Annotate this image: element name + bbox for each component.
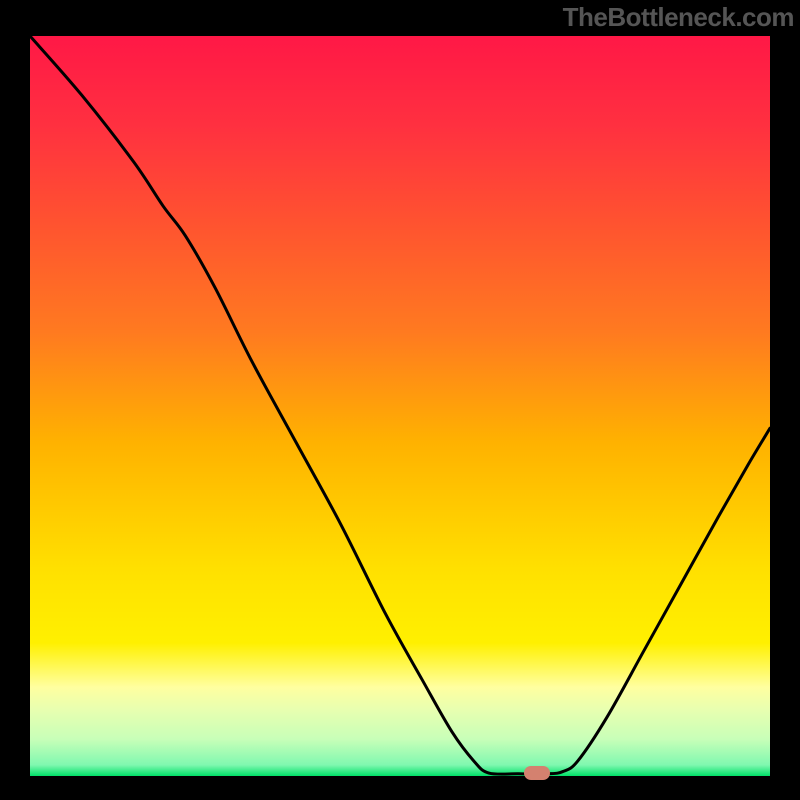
watermark-text: TheBottleneck.com	[563, 2, 794, 33]
plot-area	[30, 36, 770, 776]
gradient-background	[30, 36, 770, 776]
optimal-marker	[524, 766, 550, 780]
chart-stage: TheBottleneck.com	[0, 0, 800, 800]
